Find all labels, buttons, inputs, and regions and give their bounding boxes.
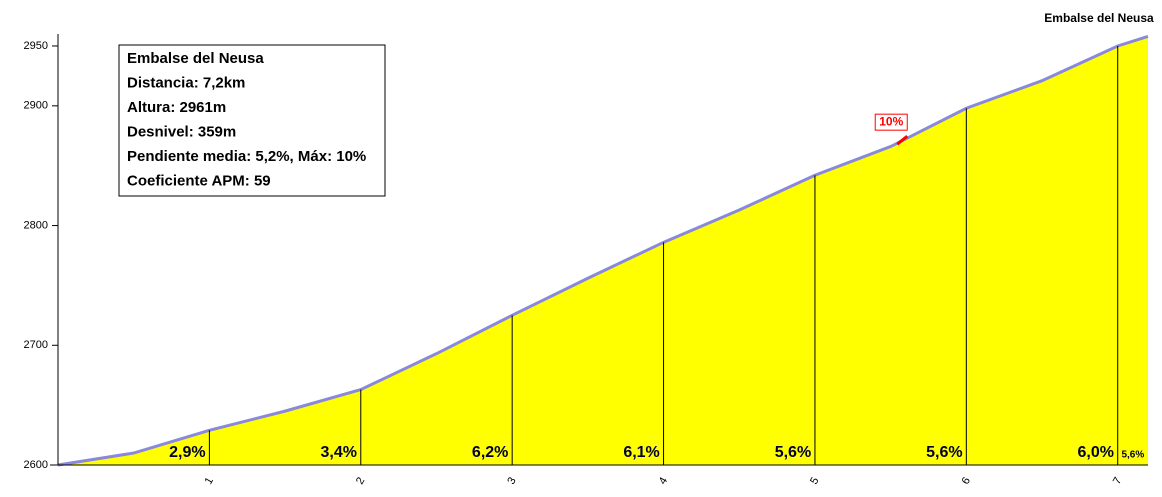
info-line: Altura: 2961m xyxy=(127,99,226,116)
info-line: Embalse del Neusa xyxy=(127,50,264,67)
x-tick-label: 7 xyxy=(1111,475,1124,486)
x-tick-label: 3 xyxy=(505,475,518,486)
info-line: Coeficiente APM: 59 xyxy=(127,172,271,189)
x-tick-label: 4 xyxy=(657,475,670,486)
x-tick-label: 2 xyxy=(354,475,367,486)
slope-label: 6,0% xyxy=(1077,444,1113,461)
slope-label: 5,6% xyxy=(926,444,962,461)
slope-label: 5,6% xyxy=(775,444,811,461)
info-box: Embalse del Neusa Distancia: 7,2km Altura:… xyxy=(118,44,386,197)
y-tick-label: 2600 xyxy=(24,459,48,471)
slope-label: 3,4% xyxy=(321,444,357,461)
y-tick-label: 2950 xyxy=(24,40,48,52)
annotation-box xyxy=(874,113,908,131)
slope-label: 5,6% xyxy=(1121,450,1144,461)
info-line: Distancia: 7,2km xyxy=(127,74,245,91)
y-tick-label: 2800 xyxy=(24,219,48,231)
profile-line xyxy=(57,34,1149,467)
info-frame xyxy=(118,44,386,197)
slope-label: 6,2% xyxy=(472,444,508,461)
y-tick-label: 2700 xyxy=(24,339,48,351)
x-tick-label: 1 xyxy=(203,475,216,486)
slope-label: 2,9% xyxy=(169,444,205,461)
info-line: Desnivel: 359m xyxy=(127,123,236,140)
x-tick-label: 6 xyxy=(960,475,973,486)
x-tick-label: 5 xyxy=(808,475,821,486)
y-tick-label: 2900 xyxy=(24,100,48,112)
summit-label: Embalse del Neusa xyxy=(1044,11,1154,25)
annotation: 10% xyxy=(879,114,903,128)
info-line: Pendiente media: 5,2%, Máx: 10% xyxy=(127,148,366,165)
slope-label: 6,1% xyxy=(623,444,659,461)
area-fill xyxy=(58,36,1148,466)
max-slope-mark xyxy=(896,135,909,146)
